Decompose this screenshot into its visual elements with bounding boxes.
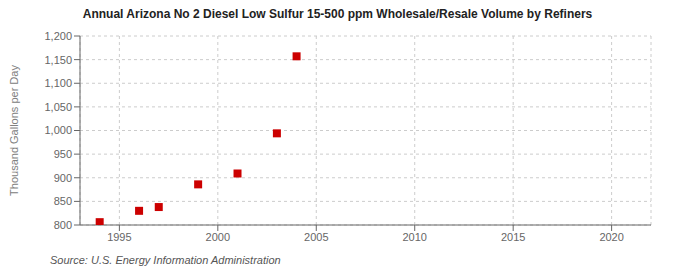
svg-text:1,150: 1,150 — [44, 54, 72, 66]
svg-text:2020: 2020 — [599, 231, 623, 243]
svg-text:2015: 2015 — [501, 231, 525, 243]
svg-text:900: 900 — [54, 172, 72, 184]
svg-text:800: 800 — [54, 219, 72, 231]
html-text:Source: U.S. Energy Informatio: Source: U.S. Energy Information Administ… — [50, 254, 281, 266]
svg-text:1,200: 1,200 — [44, 30, 72, 42]
svg-text:1995: 1995 — [107, 231, 131, 243]
svg-text:1,000: 1,000 — [44, 124, 72, 136]
svg-text:2005: 2005 — [304, 231, 328, 243]
svg-text:1,050: 1,050 — [44, 101, 72, 113]
svg-text:2010: 2010 — [402, 231, 426, 243]
html-text:Annual Arizona No 2 Diesel Low: Annual Arizona No 2 Diesel Low Sulfur 15… — [82, 7, 593, 21]
svg-text:2000: 2000 — [206, 231, 230, 243]
svg-text:850: 850 — [54, 195, 72, 207]
svg-text:Thousand Gallons per Day: Thousand Gallons per Day — [8, 65, 20, 196]
svg-text:1,100: 1,100 — [44, 77, 72, 89]
svg-text:950: 950 — [54, 148, 72, 160]
